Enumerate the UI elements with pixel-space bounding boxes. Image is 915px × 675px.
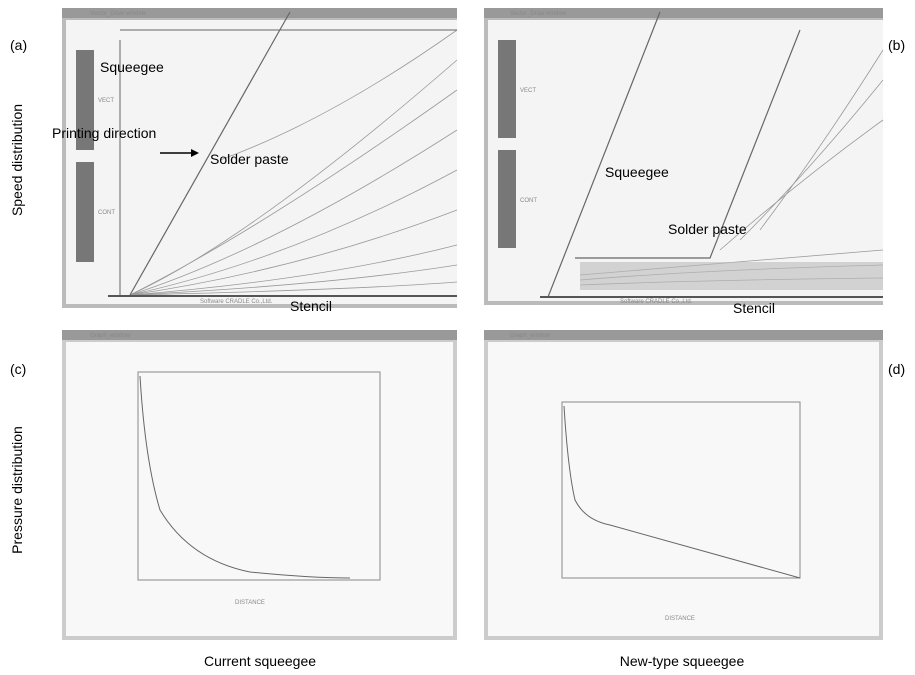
column-label: New-type squeegee [620, 653, 745, 669]
legend-label: CONT [98, 210, 115, 216]
footer: Software CRADLE Co.,Ltd. [200, 299, 273, 305]
label: Squeegee [605, 164, 669, 180]
legend-label: VECT [98, 98, 114, 104]
panel-tag: (d) [888, 361, 905, 377]
panel-c: Graph_window DISTANCE [62, 330, 457, 640]
window-title: Graph_window [90, 333, 131, 339]
axis-label: DISTANCE [235, 600, 265, 606]
window-title: Vector_Draw window [90, 11, 147, 17]
legend-bar [498, 150, 516, 248]
figure: Vector_Draw window VECT CONT Squeegee Pr… [0, 0, 915, 675]
axis-label: DISTANCE [665, 616, 695, 622]
label: Stencil [290, 298, 332, 314]
column-label: Current squeegee [204, 653, 316, 669]
paste-region [580, 262, 883, 290]
panel-tag: (b) [888, 37, 905, 53]
row-label: Speed distribution [9, 104, 25, 216]
plot-area [488, 20, 883, 301]
panel-tag: (a) [10, 37, 27, 53]
row-label: Pressure distribution [9, 426, 25, 554]
label: Stencil [733, 300, 775, 316]
label: Solder paste [210, 151, 289, 167]
window-title: Graph_window [510, 333, 551, 339]
label: Printing direction [52, 125, 156, 141]
label: Solder paste [668, 221, 747, 237]
panel-d: Graph_window DISTANCE [484, 330, 883, 640]
window-title: Vector_Draw window [510, 11, 567, 17]
footer: Software CRADLE Co.,Ltd. [620, 299, 693, 305]
label: Squeegee [100, 59, 164, 75]
legend-label: CONT [520, 198, 537, 204]
panel-tag: (c) [10, 361, 26, 377]
panel-a: Vector_Draw window VECT CONT Squeegee Pr… [52, 8, 457, 314]
legend-bar [76, 162, 94, 262]
panel-b: Vector_Draw window VECT CONT Squeegee So… [484, 8, 883, 316]
plot-area [488, 342, 879, 636]
legend-bar [498, 40, 516, 138]
legend-label: VECT [520, 88, 536, 94]
plot-area [66, 342, 453, 636]
